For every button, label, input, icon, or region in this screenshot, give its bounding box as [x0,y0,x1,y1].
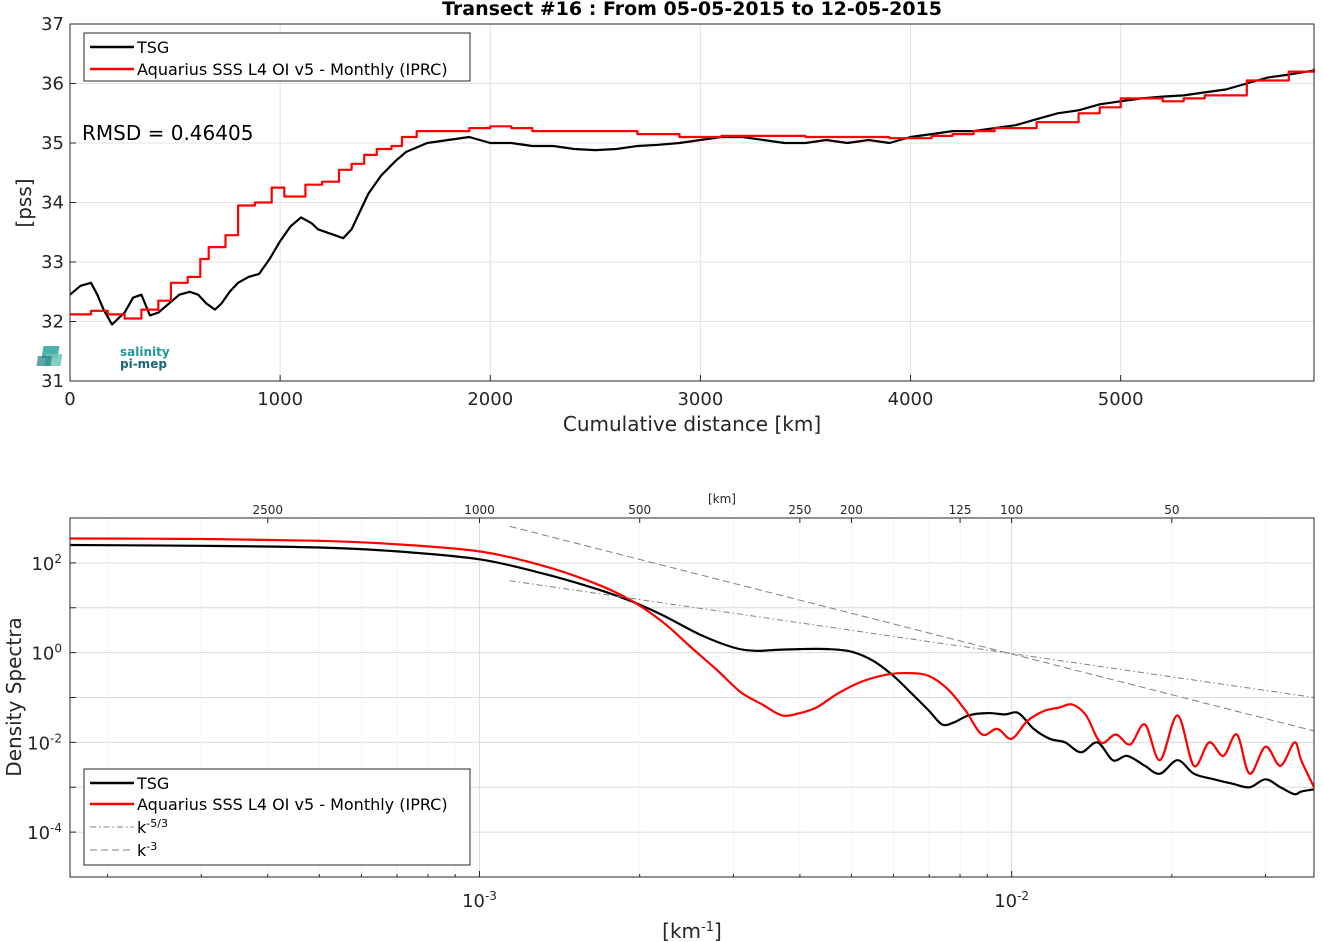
rmsd-annotation: RMSD = 0.46405 [82,121,253,145]
top-x-tick-label: 4000 [888,389,934,410]
logo-text-line1: salinity [120,345,170,359]
bottom-y-tick-label: 100 [31,642,62,665]
bottom-legend-label-tsg: TSG [136,774,169,793]
bottom-top-tick-label: 50 [1164,503,1179,517]
bottom-x-tick-label: 10-3 [462,889,497,912]
top-legend-label-tsg: TSG [136,38,169,57]
top-x-tick-label: 1000 [257,389,303,410]
top-legend-label-aquarius: Aquarius SSS L4 OI v5 - Monthly (IPRC) [137,60,448,79]
top-x-axis-label: Cumulative distance [km] [563,412,821,436]
bottom-panel: 10-3 10-2 10-4 10-2 100 102 2500 1000 500 250 20… [2,492,1316,942]
bottom-y-tick-label: 10-4 [27,821,62,844]
top-y-ticks: 31 32 33 34 35 36 37 [41,14,76,392]
bottom-series-line-aquarius [69,537,1316,788]
bottom-top-tick-label: 500 [628,503,651,517]
top-x-ticks: 0 1000 2000 3000 4000 5000 [64,375,1144,410]
bottom-series-line-k3 [509,525,1315,732]
bottom-lines [69,525,1316,796]
top-x-tick-label: 2000 [467,389,513,410]
bottom-top-ticks: 250010005002502001251005025 [252,503,1179,523]
bottom-top-tick-label: 200 [840,503,863,517]
top-legend-box [83,32,471,82]
bottom-x-tick-label: 10-2 [994,889,1029,912]
bottom-legend-label-aquarius: Aquarius SSS L4 OI v5 - Monthly (IPRC) [137,795,448,814]
bottom-series-line-tsg [69,543,1315,796]
top-y-tick-label: 32 [41,312,64,333]
bottom-legend: TSG Aquarius SSS L4 OI v5 - Monthly (IPR… [83,768,471,866]
bottom-y-axis-label: Density Spectra [2,617,26,776]
top-series-line-aquarius [70,68,1316,320]
top-panel: Transect #16 : From 05-05-2015 to 12-05-… [12,0,1316,436]
top-y-tick-label: 33 [41,252,64,273]
logo-text-line2: pi-mep [120,357,167,371]
bottom-top-tick-label: 100 [1000,503,1023,517]
bottom-y-tick-label: 10-2 [27,731,62,754]
bottom-top-tick-label: 125 [949,503,972,517]
bottom-legend-box [83,768,471,866]
bottom-x-axis-label: [km-1] [662,919,722,942]
top-x-tick-label: 3000 [677,389,723,410]
top-axis-unit-label: [km] [708,492,736,506]
top-y-tick-label: 36 [41,74,64,95]
bottom-top-tick-label: 2500 [252,503,283,517]
top-lines [69,68,1316,326]
top-y-tick-label: 34 [41,193,64,214]
bottom-y-tick-label: 102 [31,552,62,575]
top-y-tick-label: 37 [41,14,64,35]
top-legend: TSG Aquarius SSS L4 OI v5 - Monthly (IPR… [83,32,471,82]
bottom-y-ticks: 10-4 10-2 100 102 [27,517,76,878]
top-y-axis-label: [pss] [12,178,36,227]
bottom-top-tick-label: 1000 [464,503,495,517]
top-y-tick-label: 35 [41,133,64,154]
bottom-series-line-k53 [509,580,1315,698]
bottom-top-tick-label: 250 [788,503,811,517]
top-series-line-tsg [69,69,1315,326]
top-x-tick-label: 0 [64,389,75,410]
top-chart-title: Transect #16 : From 05-05-2015 to 12-05-… [442,0,942,20]
top-y-tick-label: 31 [41,371,64,392]
salinity-pi-mep-logo: salinity pi-mep [36,345,170,371]
top-x-tick-label: 5000 [1098,389,1144,410]
